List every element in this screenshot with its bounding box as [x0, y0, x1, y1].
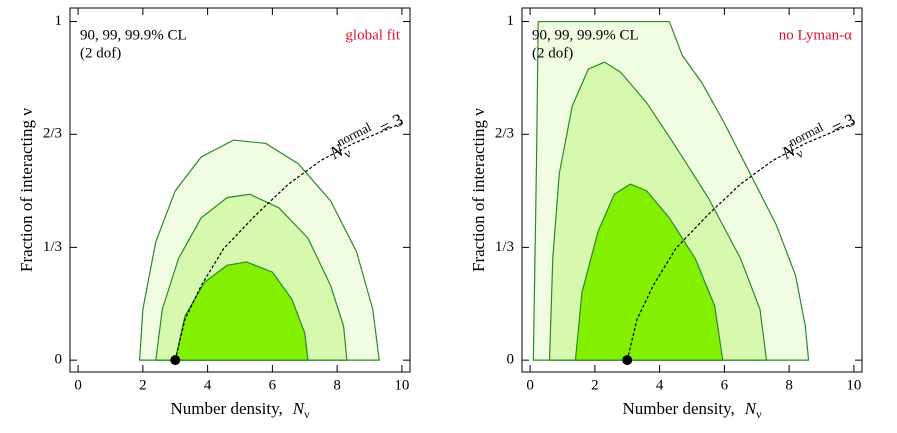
contours [532, 20, 855, 361]
x-tick-label: 2 [139, 377, 147, 393]
curve-label: Nνnormal = 3 [323, 105, 408, 167]
y-tick-label: 0 [507, 352, 515, 368]
y-tick-label: 2/3 [495, 126, 514, 142]
annotation: (2 dof) [532, 45, 573, 61]
x-label-symbol: N [292, 399, 306, 418]
contour-region [174, 261, 309, 361]
marker-point [622, 355, 633, 366]
y-axis-label: Fraction of interacting ν [17, 108, 36, 272]
panel: 0 2 4 6 8 10 0 1/3 2/3 1 90, 99, 99.9% CL (2 dof) no… [469, 7, 863, 421]
panel-tag: no Lyman-α [779, 27, 852, 43]
x-label-text: Number density, [623, 399, 735, 418]
y-tick-label: 2/3 [43, 126, 62, 142]
plot-frame [69, 7, 411, 373]
annotation: 90, 99, 99.9% CL [80, 27, 187, 43]
y-tick-label: 1 [507, 13, 515, 29]
x-label-sub: ν [756, 407, 762, 421]
y-tick-label: 1/3 [43, 239, 62, 255]
x-tick-label: 8 [333, 377, 341, 393]
x-tick-label: 2 [591, 377, 599, 393]
x-label-text: Number density, [171, 399, 283, 418]
x-axis-label: Number density, Nν [171, 399, 311, 421]
x-tick-label: 10 [394, 377, 409, 393]
x-tick-label: 0 [526, 377, 534, 393]
plot-frame [521, 7, 863, 373]
annotation: 90, 99, 99.9% CL [532, 27, 639, 43]
marker-point [170, 355, 181, 366]
x-tick-label: 6 [269, 377, 277, 393]
curve-label-rest: = 3 [376, 109, 406, 138]
x-tick-label: 6 [721, 377, 729, 393]
curve-label-sup: normal [334, 119, 374, 149]
x-label-symbol: N [744, 399, 758, 418]
x-tick-label: 8 [785, 377, 793, 393]
x-tick-label: 4 [204, 377, 212, 393]
y-tick-label: 0 [55, 352, 63, 368]
curve-label-rest: = 3 [828, 109, 858, 138]
x-tick-label: 0 [74, 377, 82, 393]
panel: 0 2 4 6 8 10 0 1/3 2/3 1 90, 99, 99.9% CL (2 dof) gl… [17, 7, 411, 421]
panel-tag: global fit [345, 27, 400, 43]
x-tick-label: 4 [656, 377, 664, 393]
x-label-sub: ν [304, 407, 310, 421]
x-axis-label: Number density, Nν [623, 399, 763, 421]
curve-label: Nνnormal = 3 [775, 105, 860, 167]
y-tick-label: 1 [55, 13, 63, 29]
contours [138, 122, 403, 361]
x-tick-label: 10 [846, 377, 861, 393]
annotation: (2 dof) [80, 45, 121, 61]
y-axis-label: Fraction of interacting ν [469, 108, 488, 272]
contour-region [574, 183, 724, 361]
y-tick-label: 1/3 [495, 239, 514, 255]
curve-label-sup: normal [786, 119, 826, 149]
